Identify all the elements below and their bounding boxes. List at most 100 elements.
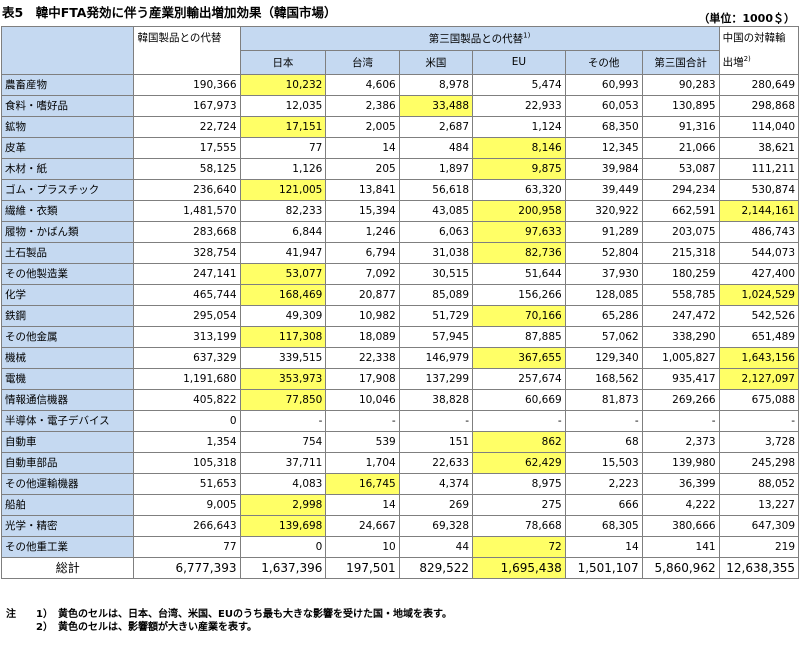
value-cell: - — [398, 409, 474, 432]
value-cell: 275 — [472, 493, 566, 516]
value-cell: 68 — [564, 430, 643, 453]
value-cell: 544,073 — [718, 241, 799, 264]
value-cell: 14 — [564, 535, 643, 558]
value-cell: 12,035 — [239, 94, 327, 117]
header-korea-substitution: 韓国製品との代替 — [133, 26, 241, 75]
value-cell: 294,234 — [641, 178, 720, 201]
value-cell: 51,729 — [398, 304, 474, 327]
value-cell: 151 — [398, 430, 474, 453]
value-cell: 10,046 — [325, 388, 400, 411]
value-cell: 829,522 — [398, 556, 474, 579]
value-cell: 16,745 — [325, 472, 400, 495]
value-cell: - — [641, 409, 720, 432]
value-cell: 21,066 — [641, 136, 720, 159]
value-cell: 9,005 — [133, 493, 241, 516]
value-cell: 298,868 — [718, 94, 799, 117]
table-row: 食料・嗜好品 167,973 12,035 2,386 33,488 22,933 60,0… — [0, 94, 799, 117]
table-row: その他製造業 247,141 53,077 7,092 30,515 51,644 37,9… — [0, 262, 799, 285]
table-body: 農畜産物 190,366 10,232 4,606 8,978 5,474 60,993 90… — [0, 73, 799, 579]
value-cell: 935,417 — [641, 367, 720, 390]
total-row: 総計 6,777,393 1,637,396 197,501 829,522 1,695,… — [0, 556, 799, 579]
value-cell: 88,052 — [718, 472, 799, 495]
value-cell: 82,736 — [472, 241, 566, 264]
table-row: 履物・かばん類 283,668 6,844 1,246 6,063 97,633 91,28… — [0, 220, 799, 243]
table-row: 土石製品 328,754 41,947 6,794 31,038 82,736 52,804… — [0, 241, 799, 264]
value-cell: 6,844 — [239, 220, 327, 243]
value-cell: 215,318 — [641, 241, 720, 264]
value-cell: 5,474 — [472, 73, 566, 96]
value-cell: 13,227 — [718, 493, 799, 516]
value-cell: 14 — [325, 136, 400, 159]
value-cell: 3,728 — [718, 430, 799, 453]
industry-name: 繊維・衣類 — [0, 199, 135, 222]
value-cell: 862 — [472, 430, 566, 453]
industry-name: 履物・かばん類 — [0, 220, 135, 243]
industry-name: 自動車 — [0, 430, 135, 453]
value-cell: 197,501 — [325, 556, 400, 579]
value-cell: 339,515 — [239, 346, 327, 369]
value-cell: 33,488 — [398, 94, 474, 117]
value-cell: 427,400 — [718, 262, 799, 285]
value-cell: 1,246 — [325, 220, 400, 243]
value-cell: 353,973 — [239, 367, 327, 390]
value-cell: 484 — [398, 136, 474, 159]
value-cell: 465,744 — [133, 283, 241, 306]
value-cell: - — [472, 409, 566, 432]
value-cell: 295,054 — [133, 304, 241, 327]
value-cell: 56,618 — [398, 178, 474, 201]
value-cell: 558,785 — [641, 283, 720, 306]
industry-name: 化学 — [0, 283, 135, 306]
value-cell: 58,125 — [133, 157, 241, 180]
value-cell: 2,373 — [641, 430, 720, 453]
value-cell: 662,591 — [641, 199, 720, 222]
value-cell: 22,724 — [133, 115, 241, 138]
value-cell: 121,005 — [239, 178, 327, 201]
value-cell: 168,562 — [564, 367, 643, 390]
value-cell: 203,075 — [641, 220, 720, 243]
value-cell: 539 — [325, 430, 400, 453]
value-cell: 666 — [564, 493, 643, 516]
value-cell: 65,286 — [564, 304, 643, 327]
value-cell: 139,980 — [641, 451, 720, 474]
value-cell: 77,850 — [239, 388, 327, 411]
value-cell: 137,299 — [398, 367, 474, 390]
value-cell: 247,141 — [133, 262, 241, 285]
value-cell: 13,841 — [325, 178, 400, 201]
value-cell: 4,374 — [398, 472, 474, 495]
table-row: 電機 1,191,680 353,973 17,908 137,299 257,674 16… — [0, 367, 799, 390]
table-row: 情報通信機器 405,822 77,850 10,046 38,828 60,669 81,… — [0, 388, 799, 411]
header-third-country-label: 第三国製品との代替 — [428, 32, 524, 45]
value-cell: 63,320 — [472, 178, 566, 201]
industry-name: その他運輸機器 — [0, 472, 135, 495]
value-cell: 91,289 — [564, 220, 643, 243]
value-cell: 338,290 — [641, 325, 720, 348]
header-row-2: 日本 台湾 米国 EU その他 第三国合計 — [2, 49, 799, 75]
value-cell: 105,318 — [133, 451, 241, 474]
value-cell: 15,394 — [325, 199, 400, 222]
value-cell: 280,649 — [718, 73, 799, 96]
value-cell: 97,633 — [472, 220, 566, 243]
header-china-note: 2) — [743, 55, 751, 63]
export-effect-table: 韓国製品との代替 第三国製品との代替1) 中国の対韓輸出増2) 日本 台湾 米国 EU… — [0, 26, 799, 579]
value-cell: 320,922 — [564, 199, 643, 222]
industry-name: 食料・嗜好品 — [0, 94, 135, 117]
value-cell: 31,038 — [398, 241, 474, 264]
value-cell: 328,754 — [133, 241, 241, 264]
value-cell: 82,233 — [239, 199, 327, 222]
value-cell: 141 — [641, 535, 720, 558]
value-cell: 90,283 — [641, 73, 720, 96]
value-cell: 269,266 — [641, 388, 720, 411]
footnote-1: 注 1） 黄色のセルは、日本、台湾、米国、EUのうち最も大きな影響を受けた国・地域を… — [6, 608, 452, 621]
table-row: その他運輸機器 51,653 4,083 16,745 4,374 8,975 2,223 3… — [0, 472, 799, 495]
table-row: 光学・精密 266,643 139,698 24,667 69,328 78,668 68,… — [0, 514, 799, 537]
value-cell: 2,998 — [239, 493, 327, 516]
value-cell: 36,399 — [641, 472, 720, 495]
value-cell: 44 — [398, 535, 474, 558]
value-cell: 129,340 — [564, 346, 643, 369]
value-cell: 168,469 — [239, 283, 327, 306]
value-cell: 60,053 — [564, 94, 643, 117]
value-cell: 1,501,107 — [564, 556, 643, 579]
value-cell: 754 — [239, 430, 327, 453]
value-cell: 647,309 — [718, 514, 799, 537]
industry-name: 土石製品 — [0, 241, 135, 264]
